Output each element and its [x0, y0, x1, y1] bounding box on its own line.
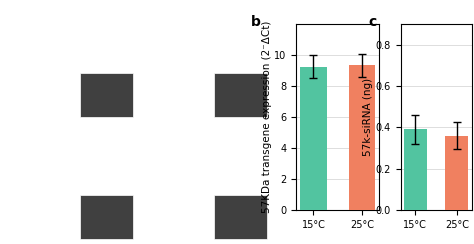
- Text: a: a: [8, 7, 17, 21]
- Y-axis label: 57k-siRNA (ng): 57k-siRNA (ng): [363, 78, 373, 156]
- Y-axis label: 57KDa transgene expression (2⁻ΔCt): 57KDa transgene expression (2⁻ΔCt): [262, 21, 272, 213]
- Text: TRV – 15°C: TRV – 15°C: [179, 7, 233, 17]
- FancyBboxPatch shape: [214, 195, 267, 239]
- FancyBboxPatch shape: [80, 73, 133, 117]
- Text: TRV – 25°C: TRV – 25°C: [50, 7, 104, 17]
- Bar: [300, 67, 327, 210]
- Text: (In): (In): [31, 176, 46, 185]
- Bar: [404, 130, 427, 210]
- Text: (In): (In): [31, 229, 46, 238]
- Text: 81G: 81G: [9, 178, 19, 198]
- Text: (In): (In): [165, 176, 180, 185]
- FancyBboxPatch shape: [214, 73, 267, 117]
- Bar: [446, 136, 468, 210]
- Text: (In): (In): [165, 229, 180, 238]
- FancyBboxPatch shape: [80, 195, 133, 239]
- Text: WT: WT: [9, 61, 19, 76]
- Bar: [349, 65, 375, 210]
- Text: b: b: [251, 15, 261, 29]
- Text: c: c: [368, 15, 377, 29]
